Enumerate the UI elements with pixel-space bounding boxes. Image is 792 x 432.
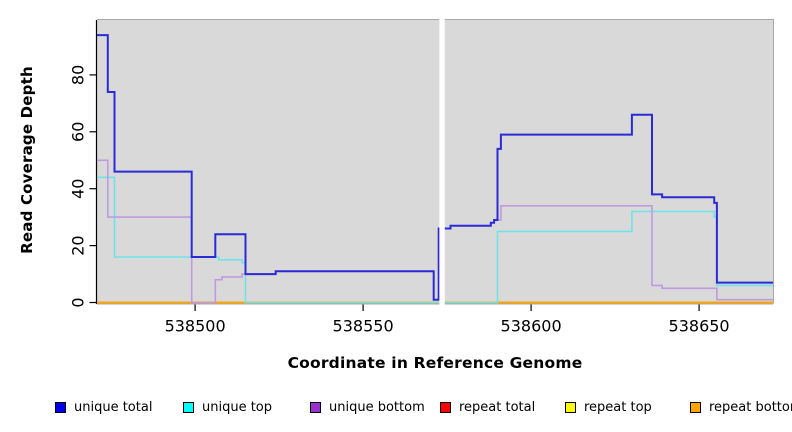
x-axis-title: Coordinate in Reference Genome	[287, 354, 583, 372]
plot-border	[97, 19, 774, 304]
legend-item-repeat-bottom: repeat bottom	[690, 399, 792, 415]
legend-swatch-unique-top	[183, 401, 194, 413]
legend-item-repeat-total: repeat total	[440, 399, 535, 415]
legend-label-unique-top: unique top	[202, 399, 273, 415]
legend-label-repeat-bottom: repeat bottom	[709, 399, 792, 415]
y-tick-label: 60	[69, 122, 88, 142]
legend-swatch-repeat-top	[565, 401, 576, 413]
legend-item-unique-bottom: unique bottom	[310, 399, 425, 415]
axis-ticks: 538500 538550 538600 538650 0 20 40 60 80	[69, 65, 730, 336]
legend-label-repeat-top: repeat top	[584, 399, 652, 415]
plot-background	[97, 20, 773, 304]
y-tick-label: 20	[69, 235, 88, 255]
y-axis-title: Read Coverage Depth	[18, 66, 36, 254]
y-tick-label: 0	[69, 297, 88, 307]
legend-label-unique-total: unique total	[74, 399, 153, 415]
legend-swatch-unique-bottom	[310, 401, 321, 413]
legend: unique total unique top unique bottom re…	[0, 399, 792, 419]
legend-label-repeat-total: repeat total	[459, 399, 536, 415]
x-tick-label: 538500	[165, 317, 226, 336]
coverage-gap-band	[439, 19, 445, 306]
series-unique-total-line	[97, 34, 773, 301]
legend-item-unique-top: unique top	[183, 399, 272, 415]
plot-area: 538500 538550 538600 538650 0 20 40 60 80	[69, 19, 774, 336]
x-tick-label: 538550	[333, 317, 394, 336]
legend-swatch-unique-total	[55, 401, 66, 413]
y-tick-label: 80	[69, 65, 88, 85]
legend-item-repeat-top: repeat top	[565, 399, 652, 415]
x-tick-label: 538650	[669, 317, 730, 336]
x-tick-label: 538600	[501, 317, 562, 336]
legend-item-unique-total: unique total	[55, 399, 152, 415]
legend-swatch-repeat-total	[440, 401, 451, 413]
y-tick-label: 40	[69, 179, 88, 199]
legend-swatch-repeat-bottom	[690, 401, 701, 413]
legend-label-unique-bottom: unique bottom	[329, 399, 425, 415]
